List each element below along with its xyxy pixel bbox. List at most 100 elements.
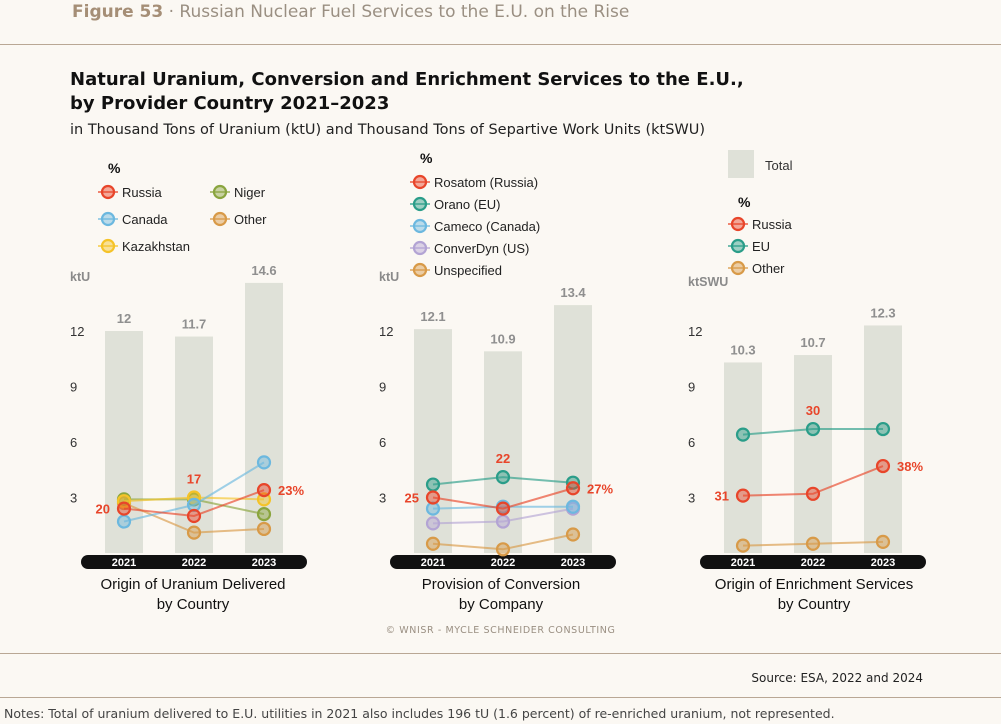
series-point [565, 499, 581, 514]
series-line [432, 507, 574, 525]
series-point [875, 421, 891, 437]
pct-data-label: 27% [587, 481, 613, 496]
series-point [256, 455, 272, 470]
bottom-rule [0, 653, 1001, 654]
legend-marker [730, 238, 746, 254]
y-axis-unit: ktU [70, 270, 90, 284]
footnote: Notes: Total of uranium delivered to E.U… [4, 706, 835, 721]
legend-marker [212, 184, 228, 200]
total-value-label: 13.4 [560, 285, 586, 300]
series-line [432, 476, 574, 486]
x-tick-label: 2021 [731, 557, 755, 569]
pct-data-label: 17 [187, 472, 201, 487]
legend-label: Canada [122, 212, 168, 227]
series-point [425, 536, 441, 551]
x-tick-label: 2023 [871, 557, 895, 569]
figure-caption: Russian Nuclear Fuel Services to the E.U… [179, 2, 630, 22]
panel-title: by Country [778, 596, 851, 613]
x-tick-label: 2023 [252, 557, 276, 569]
total-bar [864, 325, 902, 553]
legend-label: Rosatom (Russia) [434, 175, 538, 190]
legend-label: Orano (EU) [434, 197, 500, 212]
series-point [495, 514, 511, 529]
total-value-label: 10.7 [800, 335, 825, 350]
panel-title: by Company [459, 596, 544, 613]
total-legend-swatch [728, 150, 754, 178]
total-value-label: 11.7 [182, 317, 207, 332]
y-axis-unit: ktU [379, 270, 399, 284]
series-point [805, 486, 821, 501]
series-point [256, 483, 272, 498]
pct-data-label: 23% [278, 483, 304, 498]
figure-separator: · [163, 2, 180, 22]
series-point [256, 507, 272, 522]
year-axis-band [390, 555, 616, 569]
series-line [432, 505, 573, 510]
series-point [425, 490, 441, 505]
series-point [425, 516, 441, 531]
chart-subtitle: in Thousand Tons of Uranium (ktU) and Th… [70, 122, 706, 138]
pct-data-label: 38% [897, 459, 923, 474]
series-point [735, 488, 751, 503]
total-value-label: 12 [117, 311, 131, 326]
total-bar [794, 355, 832, 553]
legend-marker [100, 211, 116, 227]
legend-marker [412, 240, 428, 256]
legend-label: Other [234, 212, 267, 227]
legend-marker [412, 196, 428, 212]
legend-marker [212, 211, 228, 227]
y-tick-label: 6 [70, 435, 77, 450]
y-tick-label: 12 [688, 324, 702, 339]
y-tick-label: 12 [70, 324, 84, 339]
panel-title: Provision of Conversion [422, 576, 580, 593]
y-tick-label: 9 [70, 380, 77, 395]
x-tick-label: 2021 [421, 557, 445, 569]
legend-label: EU [752, 239, 770, 254]
series-line [742, 540, 884, 547]
y-tick-label: 12 [379, 324, 393, 339]
total-value-label: 10.9 [490, 331, 515, 346]
series-line [742, 428, 883, 436]
total-value-label: 10.3 [730, 342, 755, 357]
panel-title: by Country [157, 596, 230, 613]
series-point [565, 481, 581, 496]
panel-title: Origin of Uranium Delivered [100, 576, 285, 593]
legend-label: Other [752, 261, 785, 276]
series-point [186, 508, 202, 524]
x-tick-label: 2022 [182, 557, 206, 569]
y-tick-label: 3 [70, 491, 77, 506]
total-bar [724, 362, 762, 553]
pct-data-label: 20 [96, 502, 110, 517]
notes-rule [0, 697, 1001, 698]
chart-main-title: Natural Uranium, Conversion and Enrichme… [70, 68, 744, 116]
panel-title: Origin of Enrichment Services [715, 576, 913, 593]
year-axis-band [700, 555, 926, 569]
series-line [123, 502, 265, 534]
legend-label: Unspecified [434, 263, 502, 278]
y-tick-label: 9 [688, 380, 695, 395]
figure-title: Figure 53 · Russian Nuclear Fuel Service… [72, 2, 629, 22]
y-axis-unit: ktSWU [688, 275, 728, 289]
legend-header: % [108, 160, 121, 176]
pct-data-label: 22 [496, 451, 510, 466]
series-point [186, 525, 202, 540]
series-point [805, 536, 821, 551]
y-tick-label: 6 [379, 435, 386, 450]
legend-marker [412, 174, 428, 190]
pct-data-label: 31 [715, 489, 729, 504]
series-point [116, 501, 132, 516]
legend-marker [100, 238, 116, 254]
legend-label: Russia [752, 217, 793, 232]
legend-label: Cameco (Canada) [434, 219, 540, 234]
series-line [742, 465, 884, 497]
series-point [875, 458, 891, 474]
top-rule [0, 44, 1001, 45]
total-value-label: 12.1 [420, 309, 445, 324]
x-tick-label: 2021 [112, 557, 136, 569]
pct-data-label: 25 [405, 491, 419, 506]
series-point [495, 542, 511, 557]
figure-label: Figure 53 [72, 2, 164, 22]
y-tick-label: 6 [688, 435, 695, 450]
x-tick-label: 2023 [561, 557, 585, 569]
